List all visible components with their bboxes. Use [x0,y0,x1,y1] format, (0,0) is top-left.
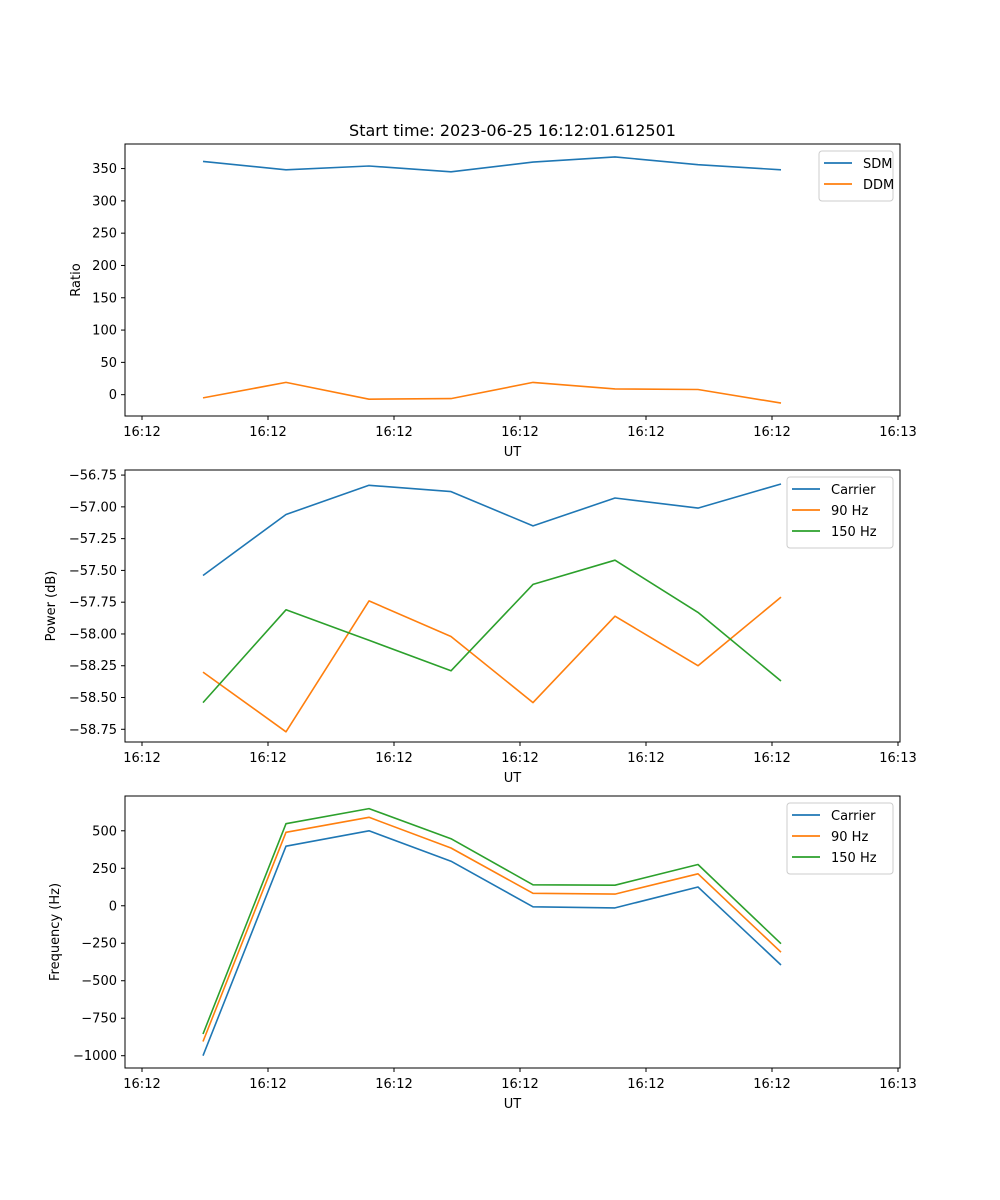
legend-label: 150 Hz [831,525,877,540]
series-line-90-hz [202,596,782,733]
y-tick-label: 0 [109,388,117,403]
x-tick-label: 16:13 [879,751,916,766]
x-axis-label: UT [504,771,522,786]
chart-title: Start time: 2023-06-25 16:12:01.612501 [349,121,676,140]
y-tick-label: 300 [92,194,117,209]
y-tick-label: 350 [92,162,117,177]
y-tick-label: −1000 [73,1049,117,1064]
y-axis-label: Frequency (Hz) [48,883,63,981]
x-tick-label: 16:12 [249,1077,286,1092]
frequency-panel: UT Frequency (Hz) 16:12 16:12 16:12 16:12 16… [48,795,917,1112]
series-line-150-hz [202,807,782,1035]
y-tick-label: −57.50 [69,564,117,579]
x-tick-label: 16:12 [627,425,664,440]
series-line-carrier [202,483,782,577]
x-tick-label: 16:12 [627,1077,664,1092]
y-tick-label: −58.75 [69,723,117,738]
y-tick-label: 250 [92,227,117,242]
x-tick-label: 16:13 [879,1077,916,1092]
series-line-150-hz [202,559,782,704]
y-tick-label: 100 [92,324,117,339]
y-tick-label: −57.00 [69,500,117,515]
y-tick-label: −58.00 [69,627,117,642]
series-line-90-hz [202,816,782,1042]
plot-frame [124,795,901,1069]
y-tick-label: −57.75 [69,596,117,611]
y-axis-label: Ratio [69,263,84,296]
x-tick-label: 16:12 [627,751,664,766]
legend-label: 90 Hz [831,830,868,845]
series-line-ddm [202,381,782,404]
x-tick-label: 16:12 [375,425,412,440]
y-tick-label: −500 [81,974,117,989]
y-tick-label: −58.25 [69,659,117,674]
x-tick-label: 16:12 [123,751,160,766]
x-tick-label: 16:12 [501,751,538,766]
y-tick-label: −750 [81,1012,117,1027]
series-line-sdm [202,156,782,173]
x-axis-label: UT [504,1097,522,1112]
x-tick-label: 16:12 [375,1077,412,1092]
ratio-panel: Start time: 2023-06-25 16:12:01.612501 U… [69,121,917,460]
legend-label: Carrier [831,483,876,498]
y-tick-label: −57.25 [69,532,117,547]
legend-label: SDM [863,157,892,172]
x-axis-label: UT [504,445,522,460]
x-tick-label: 16:12 [753,751,790,766]
plot-frame [124,143,901,417]
y-tick-label: 0 [109,899,117,914]
x-tick-label: 16:12 [123,1077,160,1092]
legend-label: 90 Hz [831,504,868,519]
power-panel: UT Power (dB) 16:12 16:12 16:12 16:12 16:12 1… [44,469,917,786]
y-tick-label: −58.50 [69,691,117,706]
y-tick-label: 250 [92,862,117,877]
x-tick-label: 16:12 [249,751,286,766]
x-tick-label: 16:13 [879,425,916,440]
x-tick-label: 16:12 [123,425,160,440]
y-tick-label: 500 [92,824,117,839]
y-tick-label: −56.75 [69,469,117,484]
x-tick-label: 16:12 [501,1077,538,1092]
x-tick-label: 16:12 [753,425,790,440]
x-tick-label: 16:12 [375,751,412,766]
legend-label: Carrier [831,809,876,824]
x-tick-label: 16:12 [501,425,538,440]
series-line-carrier [202,829,782,1056]
x-tick-label: 16:12 [249,425,286,440]
y-axis-label: Power (dB) [44,571,59,642]
legend-label: DDM [863,178,894,193]
legend-label: 150 Hz [831,851,877,866]
plot-frame [124,469,901,743]
y-tick-label: 200 [92,259,117,274]
y-tick-label: 150 [92,291,117,306]
y-tick-label: −250 [81,937,117,952]
x-tick-label: 16:12 [753,1077,790,1092]
y-tick-label: 50 [100,356,117,371]
